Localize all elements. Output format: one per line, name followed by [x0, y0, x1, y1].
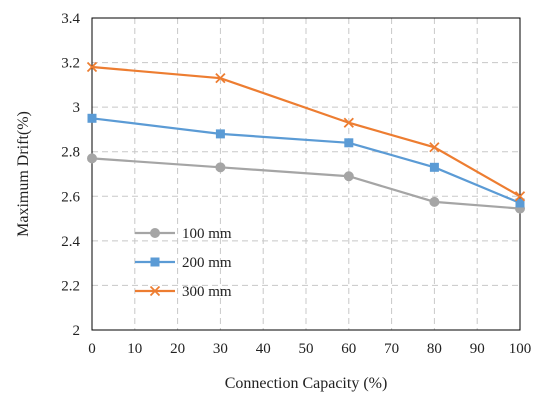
legend-label: 100 mm — [182, 226, 232, 242]
legend-item: 200 mm — [135, 255, 232, 271]
series-100-mm — [87, 153, 525, 214]
x-tick-label: 50 — [299, 341, 314, 357]
y-tick-label: 2.6 — [61, 189, 80, 205]
data-point — [87, 153, 97, 164]
series-group — [86, 61, 526, 214]
data-point — [87, 113, 97, 123]
y-tick-label: 2.8 — [61, 145, 80, 161]
y-tick-label: 2 — [73, 323, 81, 339]
legend-label: 300 mm — [182, 284, 232, 300]
data-point — [86, 61, 98, 73]
data-point — [429, 142, 440, 153]
legend: 100 mm 200 mm 300 mm — [135, 226, 232, 300]
legend-item: 100 mm — [135, 226, 232, 242]
x-tick-label: 10 — [127, 341, 142, 357]
y-tick-label: 3.4 — [61, 11, 80, 27]
data-point — [343, 117, 354, 128]
data-point — [215, 162, 226, 173]
y-tick-label: 2.2 — [61, 278, 80, 294]
x-axis-title: Connection Capacity (%) — [225, 375, 388, 392]
x-tick-label: 0 — [88, 341, 96, 357]
legend-marker — [150, 228, 160, 238]
plot-frame — [91, 17, 521, 331]
x-tick-label: 80 — [427, 341, 442, 357]
data-point — [514, 191, 526, 202]
data-point — [344, 138, 354, 148]
x-tick-label: 20 — [170, 341, 185, 357]
data-point — [515, 198, 525, 208]
legend-marker — [150, 257, 160, 267]
legend-marker — [149, 285, 161, 297]
series-300-mm — [86, 61, 526, 202]
y-tick-label: 3.2 — [61, 56, 80, 72]
y-tick-label: 3 — [73, 100, 81, 116]
x-tick-label: 30 — [213, 341, 228, 357]
x-tick-label: 60 — [341, 341, 356, 357]
y-axis-title: Maximum Drift(%) — [15, 111, 32, 237]
x-tick-label: 40 — [256, 341, 271, 357]
legend-label: 200 mm — [182, 255, 232, 271]
data-point — [215, 129, 225, 139]
data-point — [429, 162, 439, 172]
data-point — [215, 73, 226, 84]
x-tick-label: 90 — [470, 341, 485, 357]
y-tick-label: 2.4 — [61, 234, 80, 250]
axes: 0 10 20 30 40 50 60 70 80 90 100 2 2.2 2.4 2.6 2.8 3 3.2 3… — [61, 11, 531, 357]
data-point — [429, 196, 440, 207]
x-tick-label: 100 — [509, 341, 532, 357]
x-tick-label: 70 — [384, 341, 399, 357]
data-point — [343, 171, 354, 182]
legend-item: 300 mm — [135, 284, 232, 300]
series-200-mm — [87, 113, 525, 208]
